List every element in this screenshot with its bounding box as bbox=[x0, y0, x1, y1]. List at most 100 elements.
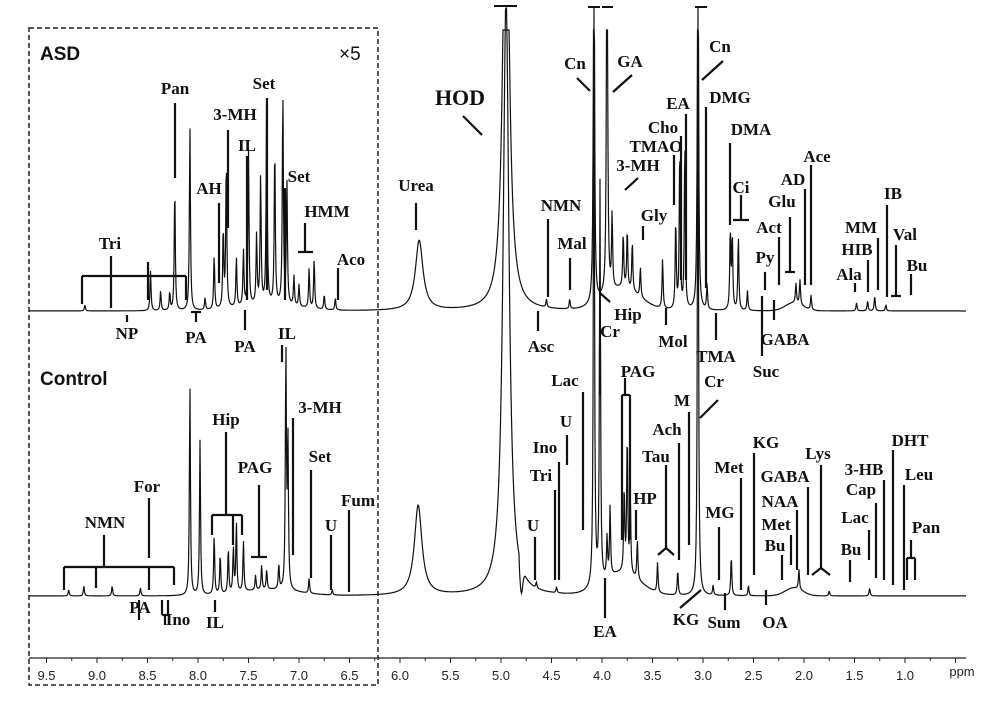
annotation-marker bbox=[679, 589, 702, 609]
annotation-label: Mol bbox=[658, 332, 688, 351]
peak-annotation-sum: Sum bbox=[707, 593, 741, 632]
annotation-label: Ach bbox=[652, 420, 682, 439]
peak-annotation-hip: Hip bbox=[599, 292, 642, 324]
peak-annotation-3-mh: 3-MH bbox=[616, 156, 660, 191]
peak-annotation-cap: Cap bbox=[846, 480, 878, 578]
peak-annotation-cr: Cr bbox=[598, 322, 620, 395]
peak-annotation-hod: HOD bbox=[435, 85, 485, 136]
annotation-label: TMAO bbox=[630, 137, 683, 156]
peak-annotation-ino: Ino bbox=[533, 438, 561, 580]
peak-annotation-ci: Ci bbox=[733, 178, 750, 222]
peak-annotation-val: Val bbox=[891, 225, 917, 298]
peak-annotation-ach: Ach bbox=[652, 420, 682, 560]
peak-annotation-kg: KG bbox=[673, 589, 702, 629]
expanded-region-box bbox=[28, 27, 379, 686]
annotation-label: PAG bbox=[621, 362, 656, 381]
peak-annotation-gaba: GABA bbox=[760, 300, 810, 349]
peak-annotation-bu: Bu bbox=[907, 256, 927, 295]
x-tick-label: 8.5 bbox=[138, 668, 156, 683]
annotation-label: Cn bbox=[564, 54, 586, 73]
peak-annotation-3-hb: 3-HB bbox=[845, 460, 886, 580]
peak-annotation-hmm: HMM bbox=[298, 202, 350, 254]
peak-annotation-py: Py bbox=[756, 248, 775, 290]
peak-annotation-set: Set bbox=[309, 447, 332, 578]
x-tick-label: 5.0 bbox=[492, 668, 510, 683]
annotation-marker bbox=[462, 115, 483, 136]
peak-annotation-m: M bbox=[674, 391, 691, 545]
annotation-marker bbox=[624, 177, 639, 191]
x-tick-label: 6.5 bbox=[340, 668, 358, 683]
annotation-label: Ci bbox=[733, 178, 750, 197]
annotation-label: Hip bbox=[212, 410, 239, 429]
annotation-label: NMN bbox=[541, 196, 582, 215]
annotations-group: Tri Pan AH 3-MH IL Set Set HMM Aco Urea HOD NMN Mal C… bbox=[62, 37, 941, 641]
peak-annotation-met: Met bbox=[714, 458, 744, 590]
annotation-marker bbox=[657, 547, 667, 556]
annotation-marker bbox=[699, 399, 719, 419]
peak-annotation-cn: Cn bbox=[564, 54, 591, 92]
annotation-label: Bu bbox=[765, 536, 786, 555]
annotation-label: Set bbox=[288, 167, 311, 186]
annotation-label: For bbox=[134, 477, 161, 496]
annotation-label: Met bbox=[714, 458, 744, 477]
peak-annotation-il: IL bbox=[278, 324, 296, 362]
annotation-marker bbox=[701, 60, 724, 81]
annotation-marker bbox=[820, 567, 831, 576]
x-tick-label: 1.0 bbox=[896, 668, 914, 683]
peak-annotation-pa: PA bbox=[185, 310, 207, 347]
peak-annotation-urea: Urea bbox=[398, 176, 434, 230]
x-tick-label: 6.0 bbox=[391, 668, 409, 683]
peak-annotation-il: IL bbox=[238, 136, 256, 300]
x-tick-label: 4.0 bbox=[593, 668, 611, 683]
annotation-label: Cn bbox=[709, 37, 731, 56]
asd-panel-label: ASD bbox=[40, 44, 80, 65]
annotation-label: HMM bbox=[304, 202, 349, 221]
annotation-label: IB bbox=[884, 184, 902, 203]
annotation-label: Met bbox=[761, 515, 791, 534]
annotation-label: IL bbox=[278, 324, 296, 343]
x-tick-label: 8.0 bbox=[189, 668, 207, 683]
peak-annotation-suc: Suc bbox=[753, 296, 780, 381]
peak-annotation-hip: Hip bbox=[210, 410, 244, 545]
peak-annotation-cr: Cr bbox=[699, 372, 724, 419]
peak-annotation-ace: Ace bbox=[803, 147, 831, 285]
peak-annotation-ino: Ino bbox=[160, 600, 190, 629]
annotation-label: HP bbox=[633, 489, 657, 508]
peak-annotation-ea: EA bbox=[666, 94, 691, 280]
annotation-label: MG bbox=[705, 503, 734, 522]
peak-annotation-tri: Tri bbox=[80, 234, 188, 308]
peak-annotation-mg: MG bbox=[705, 503, 735, 580]
peak-annotation-mol: Mol bbox=[658, 308, 688, 351]
peak-annotation-u: U bbox=[325, 516, 337, 590]
peak-annotation-cho: Cho bbox=[648, 118, 683, 280]
annotation-label: AD bbox=[781, 170, 806, 189]
peak-annotation-set: Set bbox=[283, 167, 311, 300]
x-tick-label: 9.0 bbox=[88, 668, 106, 683]
peak-annotation-pan: Pan bbox=[161, 79, 190, 178]
annotation-label: DMG bbox=[709, 88, 751, 107]
annotation-label: AH bbox=[196, 179, 222, 198]
peak-annotation-mal: Mal bbox=[557, 234, 587, 290]
peak-annotation-leu: Leu bbox=[902, 465, 933, 590]
peak-annotation-tma: TMA bbox=[696, 313, 737, 366]
peak-annotation-3-mh: 3-MH bbox=[291, 398, 342, 555]
annotation-label: IL bbox=[206, 613, 224, 632]
annotation-label: 3-MH bbox=[298, 398, 341, 417]
annotation-label: GABA bbox=[760, 467, 810, 486]
peak-annotation-met: Met bbox=[761, 515, 793, 565]
peak-annotation-dmg: DMG bbox=[704, 88, 751, 288]
annotation-label: 3-MH bbox=[213, 105, 256, 124]
annotation-label: IL bbox=[238, 136, 256, 155]
annotation-label: Urea bbox=[398, 176, 434, 195]
annotation-label: Cap bbox=[846, 480, 876, 499]
x-tick-label: 2.5 bbox=[744, 668, 762, 683]
annotation-label: Tau bbox=[642, 447, 670, 466]
peak-annotation-ala: Ala bbox=[836, 265, 862, 292]
annotation-label: EA bbox=[666, 94, 690, 113]
peak-annotation-bu: Bu bbox=[841, 540, 861, 582]
annotation-marker bbox=[811, 567, 822, 576]
peak-annotation-ea: EA bbox=[593, 578, 618, 641]
peak-annotation-mm: MM bbox=[845, 218, 880, 290]
